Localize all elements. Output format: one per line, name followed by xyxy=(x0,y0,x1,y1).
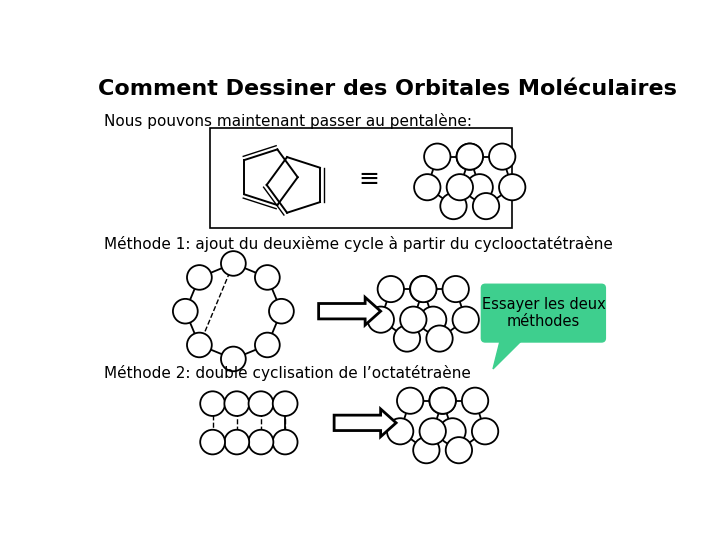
Polygon shape xyxy=(334,409,396,437)
Polygon shape xyxy=(493,338,524,369)
Circle shape xyxy=(472,418,498,444)
Circle shape xyxy=(273,430,297,454)
Circle shape xyxy=(248,392,274,416)
Circle shape xyxy=(221,251,246,276)
Text: ≡: ≡ xyxy=(359,167,379,191)
Circle shape xyxy=(387,418,413,444)
Text: Comment Dessiner des Orbitales Moléculaires: Comment Dessiner des Orbitales Moléculai… xyxy=(98,79,677,99)
Circle shape xyxy=(273,392,297,416)
Circle shape xyxy=(410,276,436,302)
Circle shape xyxy=(424,144,451,170)
Circle shape xyxy=(225,392,249,416)
Circle shape xyxy=(394,326,420,352)
Circle shape xyxy=(429,388,456,414)
Circle shape xyxy=(420,418,446,444)
Circle shape xyxy=(489,144,516,170)
Circle shape xyxy=(377,276,404,302)
Text: Méthode 1: ajout du deuxième cycle à partir du cyclooctatétraène: Méthode 1: ajout du deuxième cycle à par… xyxy=(104,236,613,252)
Circle shape xyxy=(400,307,426,333)
Circle shape xyxy=(441,193,467,219)
Circle shape xyxy=(446,437,472,463)
Circle shape xyxy=(255,333,280,357)
Circle shape xyxy=(443,276,469,302)
Circle shape xyxy=(221,347,246,372)
Circle shape xyxy=(173,299,198,323)
Circle shape xyxy=(248,430,274,454)
Circle shape xyxy=(397,388,423,414)
Circle shape xyxy=(430,388,456,414)
Circle shape xyxy=(368,307,394,333)
Circle shape xyxy=(499,174,526,200)
Circle shape xyxy=(187,333,212,357)
Bar xyxy=(210,128,513,228)
Circle shape xyxy=(456,144,483,170)
Circle shape xyxy=(462,388,488,414)
Circle shape xyxy=(426,326,453,352)
Circle shape xyxy=(439,418,466,444)
Circle shape xyxy=(414,174,441,200)
Circle shape xyxy=(473,193,499,219)
Circle shape xyxy=(446,174,473,200)
Circle shape xyxy=(200,430,225,454)
Circle shape xyxy=(420,307,446,333)
Circle shape xyxy=(467,174,493,200)
Circle shape xyxy=(453,307,479,333)
Circle shape xyxy=(413,437,439,463)
Text: Essayer les deux
méthodes: Essayer les deux méthodes xyxy=(482,297,606,329)
Polygon shape xyxy=(319,298,381,325)
Text: Méthode 2: double cyclisation de l’octatétraène: Méthode 2: double cyclisation de l’octat… xyxy=(104,365,471,381)
Circle shape xyxy=(187,265,212,290)
Circle shape xyxy=(225,430,249,454)
Text: Nous pouvons maintenant passer au pentalène:: Nous pouvons maintenant passer au pental… xyxy=(104,112,472,129)
Circle shape xyxy=(255,265,280,290)
Circle shape xyxy=(456,144,483,170)
Circle shape xyxy=(410,276,436,302)
Circle shape xyxy=(200,392,225,416)
FancyBboxPatch shape xyxy=(482,284,606,342)
Circle shape xyxy=(269,299,294,323)
